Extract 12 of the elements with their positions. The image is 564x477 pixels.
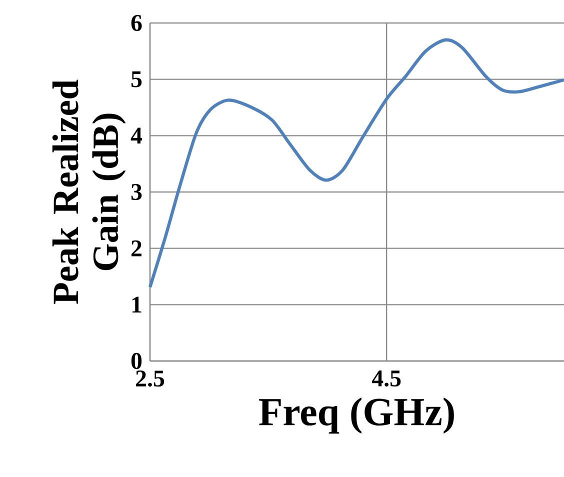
y-tick-label: 4	[130, 128, 142, 144]
line-series	[148, 38, 564, 289]
y-tick-label: 5	[131, 71, 142, 88]
y-tick-label: 2	[132, 240, 142, 256]
y-tick-label: 3	[131, 184, 142, 200]
x-axis-title: Freq (GHz)	[259, 398, 454, 434]
x-tick-label: 2.5	[136, 370, 164, 387]
y-tick-label: 0	[131, 352, 142, 370]
y-tick-label: 1	[132, 296, 142, 313]
y-axis-title: Peak Realized Gain (dB)	[52, 80, 126, 304]
y-tick-label: 6	[131, 14, 142, 32]
x-tick-label: 4.5	[372, 370, 401, 387]
